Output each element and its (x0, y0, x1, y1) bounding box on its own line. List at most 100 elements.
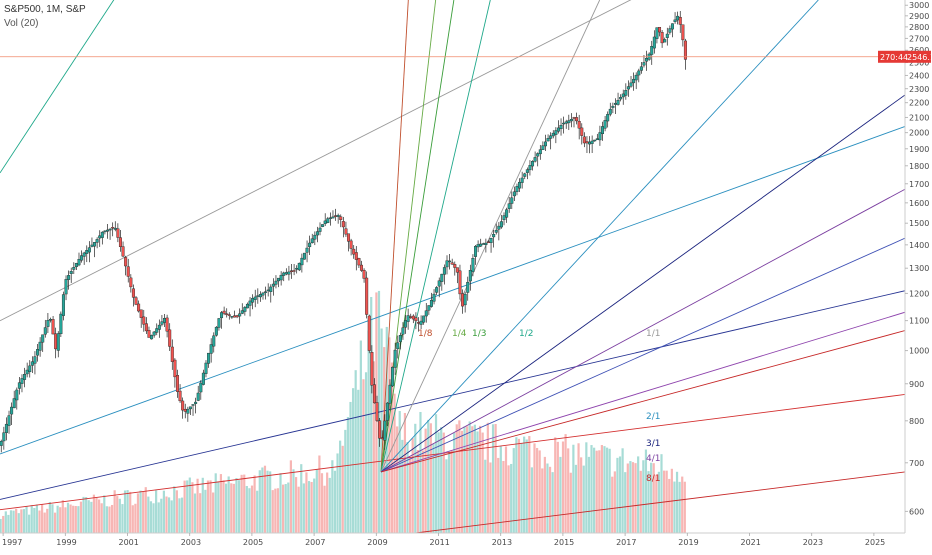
candle-body (150, 335, 154, 340)
volume-bar (681, 476, 684, 533)
candle-body (632, 78, 636, 84)
gann-fan-label: 8/1 (646, 474, 660, 484)
candle-body (232, 315, 236, 318)
candle-body (603, 120, 607, 129)
candle-body (650, 46, 654, 55)
candle-body (175, 375, 179, 392)
candle-body (225, 313, 229, 315)
candle-body (393, 349, 397, 368)
volume-bar (245, 485, 248, 533)
candle-body (577, 120, 581, 129)
volume-bar (556, 441, 559, 533)
candle-body (147, 330, 151, 338)
candle-body (401, 327, 405, 335)
candle-body (318, 227, 322, 232)
volume-bar (587, 456, 591, 533)
candle-body (396, 342, 400, 350)
candle-body (414, 317, 418, 322)
candle-body (178, 390, 182, 402)
volume-bar (385, 326, 388, 533)
candle-body (279, 274, 283, 281)
volume-bar (237, 480, 241, 533)
candle-body (608, 108, 612, 115)
candle-body (362, 269, 366, 279)
volume-bar (64, 507, 67, 533)
volume-bar (478, 425, 482, 533)
candle-body (20, 378, 24, 384)
price-tag-label: 2546.16 (907, 53, 932, 62)
candle-body (525, 169, 529, 173)
candle-body (17, 382, 21, 389)
candle-body (144, 323, 148, 332)
candle-body (339, 216, 343, 220)
volume-bar (271, 490, 274, 533)
candle-body (137, 303, 141, 312)
volume-bar (243, 474, 246, 533)
candle-body (129, 277, 133, 288)
candle-body (328, 217, 332, 219)
candle-body (385, 402, 389, 421)
candle-body (626, 86, 630, 90)
volume-bar (292, 469, 295, 533)
candle-body (357, 257, 361, 266)
y-axis-tick-label: 2100 (909, 113, 929, 122)
volume-bar (502, 461, 505, 533)
y-axis-tick-label: 1700 (909, 180, 929, 189)
candle-body (201, 372, 205, 385)
volume-bar (600, 445, 603, 533)
volume-bar (424, 428, 427, 533)
candle-body (302, 252, 306, 260)
volume-bar (476, 431, 479, 533)
volume-bar (53, 512, 57, 533)
candle-body (582, 136, 586, 144)
candle-body (69, 271, 73, 274)
volume-bar (590, 445, 593, 533)
x-axis-tick-label: 2019 (678, 538, 698, 547)
candle-body (378, 420, 382, 439)
candle-body (90, 244, 94, 247)
volume-bar (367, 330, 370, 533)
y-axis-tick-label: 3000 (909, 1, 929, 10)
volume-bar (398, 411, 401, 533)
trend-line (411, 471, 905, 533)
volume-bar (349, 401, 352, 533)
candle-body (391, 366, 395, 387)
y-axis-tick-label: 1900 (909, 145, 929, 154)
volume-bar (188, 477, 191, 533)
volume-bar (90, 501, 93, 533)
candle-body (124, 257, 128, 267)
volume-bar (616, 457, 619, 533)
volume-bar (17, 513, 20, 533)
volume-bar (650, 462, 653, 533)
candle-body (468, 270, 472, 282)
gann-fan-line (380, 330, 905, 473)
volume-bar (567, 448, 570, 533)
candle-body (248, 300, 252, 306)
volume-bar (66, 502, 70, 533)
candle-body (59, 313, 63, 335)
volume-bar (74, 506, 77, 533)
candle-body (54, 333, 58, 350)
candle-body (678, 17, 682, 25)
candle-body (344, 228, 348, 235)
volume-bar (585, 442, 588, 533)
volume-bar (507, 465, 510, 533)
volume-bar (0, 518, 2, 533)
volume-bar (504, 446, 508, 533)
candle-body (121, 246, 125, 257)
volume-bar (269, 471, 272, 533)
x-axis-tick-label: 2021 (741, 538, 761, 547)
volume-bar (608, 448, 611, 533)
volume-bar (611, 476, 614, 533)
candle-body (38, 341, 42, 351)
volume-bar (139, 490, 142, 533)
candle-body (28, 365, 32, 373)
candle-body (559, 125, 563, 130)
x-axis-tick-label: 2013 (492, 538, 512, 547)
gann-fan-label: 1/8 (418, 329, 433, 339)
volume-bar (4, 511, 7, 533)
candle-body (46, 320, 50, 327)
volume-bar (300, 464, 303, 533)
symbol-title: S&P500, 1M, S&P (4, 4, 86, 15)
